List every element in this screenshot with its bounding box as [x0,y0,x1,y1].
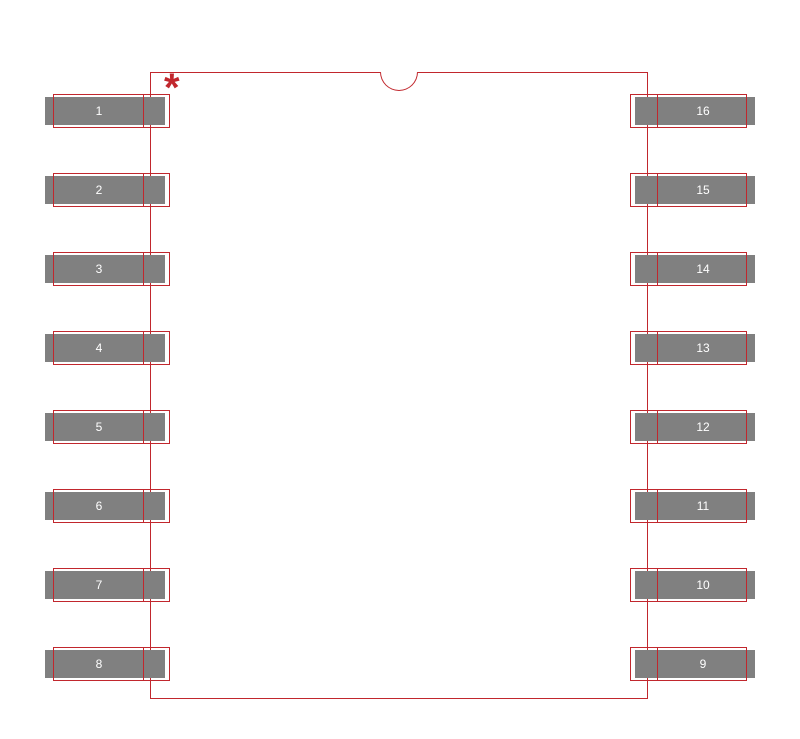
pad-label-5: 5 [55,420,143,434]
pad-label-12: 12 [659,420,747,434]
pad-divider-3 [143,252,144,286]
pad-label-6: 6 [55,499,143,513]
pad-divider-1 [143,94,144,128]
pad-label-4: 4 [55,341,143,355]
pad-label-14: 14 [659,262,747,276]
pad-divider-14 [657,252,658,286]
package-body [150,72,648,699]
pad-label-11: 11 [659,499,747,513]
pad-label-8: 8 [55,657,143,671]
pad-divider-11 [657,489,658,523]
pad-divider-7 [143,568,144,602]
pad-divider-16 [657,94,658,128]
pad-divider-9 [657,647,658,681]
pad-divider-5 [143,410,144,444]
pad-label-1: 1 [55,104,143,118]
pad-divider-2 [143,173,144,207]
pad-divider-13 [657,331,658,365]
pad-divider-15 [657,173,658,207]
pad-label-16: 16 [659,104,747,118]
pad-label-13: 13 [659,341,747,355]
pad-label-3: 3 [55,262,143,276]
package-top-border-left [150,72,380,73]
pad-label-7: 7 [55,578,143,592]
pad-divider-8 [143,647,144,681]
pad-label-15: 15 [659,183,747,197]
pad-divider-12 [657,410,658,444]
pad-divider-4 [143,331,144,365]
pad-label-9: 9 [659,657,747,671]
pad-label-2: 2 [55,183,143,197]
pad-divider-10 [657,568,658,602]
package-top-border-right [418,72,648,73]
pad-divider-6 [143,489,144,523]
pad-label-10: 10 [659,578,747,592]
